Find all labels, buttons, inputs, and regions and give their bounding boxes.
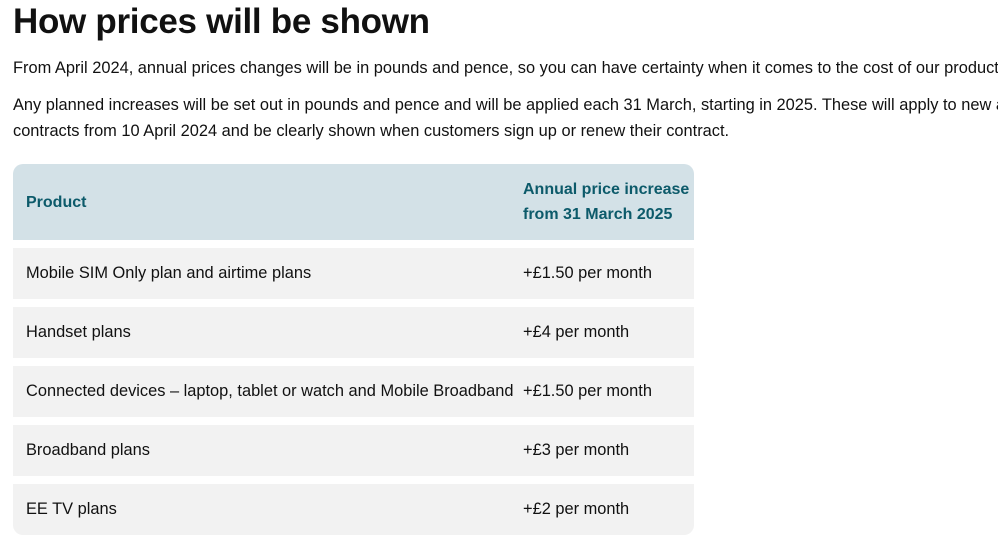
table-header: Product Annual price increase from 31 Ma… bbox=[13, 164, 694, 240]
header-annual-increase: Annual price increase from 31 March 2025 bbox=[523, 181, 690, 223]
table-row: EE TV plans +£2 per month bbox=[13, 484, 694, 535]
table-row: Mobile SIM Only plan and airtime plans +… bbox=[13, 248, 694, 299]
increase-cell: +£3 per month bbox=[523, 441, 630, 459]
product-cell: Handset plans bbox=[26, 323, 131, 341]
page-title: How prices will be shown bbox=[13, 2, 430, 41]
product-cell: Broadband plans bbox=[26, 441, 150, 459]
product-cell: Connected devices – laptop, tablet or wa… bbox=[26, 382, 514, 400]
increase-cell: +£2 per month bbox=[523, 500, 630, 518]
product-cell: Mobile SIM Only plan and airtime plans bbox=[26, 264, 312, 282]
table-row: Handset plans +£4 per month bbox=[13, 307, 694, 358]
table-row: Connected devices – laptop, tablet or wa… bbox=[13, 366, 694, 417]
increase-cell: +£1.50 per month bbox=[523, 264, 652, 282]
price-table: Product Annual price increase from 31 Ma… bbox=[13, 164, 694, 535]
intro-paragraph: From April 2024, annual prices changes w… bbox=[13, 59, 998, 77]
increase-cell: +£4 per month bbox=[523, 323, 630, 341]
increase-paragraph: Any planned increases will be set out in… bbox=[13, 92, 998, 144]
table-row: Broadband plans +£3 per month bbox=[13, 425, 694, 476]
increase-cell: +£1.50 per month bbox=[523, 382, 652, 400]
product-cell: EE TV plans bbox=[26, 500, 117, 518]
increase-paragraph-line-1: Any planned increases will be set out in… bbox=[13, 96, 998, 114]
header-product: Product bbox=[26, 194, 87, 211]
increase-paragraph-line-2: contracts from 10 April 2024 and be clea… bbox=[13, 122, 730, 140]
